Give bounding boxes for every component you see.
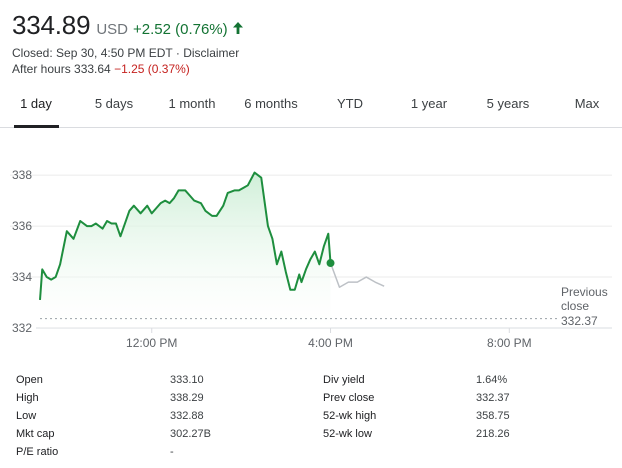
stat-label-div-yield: Div yield bbox=[323, 374, 365, 386]
stat-value-52wk-low: 218.26 bbox=[476, 428, 510, 440]
after-hours-change: −1.25 (0.37%) bbox=[114, 62, 190, 76]
x-tick-label: 4:00 PM bbox=[308, 336, 353, 350]
stat-row: Low 332.88 52-wk high 358.75 bbox=[16, 408, 616, 426]
y-tick-label: 338 bbox=[12, 168, 32, 182]
tab-5-years[interactable]: 5 years bbox=[486, 96, 530, 111]
stat-value-div-yield: 1.64% bbox=[476, 374, 508, 386]
tab-max[interactable]: Max bbox=[574, 96, 600, 111]
tab-5-days[interactable]: 5 days bbox=[94, 96, 134, 111]
tab-1-year[interactable]: 1 year bbox=[410, 96, 448, 111]
y-tick-label: 332 bbox=[12, 321, 32, 335]
previous-close-label: Previous close bbox=[561, 285, 608, 313]
stat-value-open: 333.10 bbox=[170, 374, 204, 386]
tab-6-months[interactable]: 6 months bbox=[244, 96, 298, 111]
price-line-series bbox=[39, 171, 332, 301]
key-stats: Open 333.10 Div yield 1.64% High 338.29 … bbox=[16, 372, 616, 462]
stat-value-pe-ratio: - bbox=[170, 446, 174, 458]
after-hours-price: After hours 333.64 bbox=[12, 62, 111, 76]
tab-ytd[interactable]: YTD bbox=[337, 96, 363, 111]
stat-label-52wk-high: 52-wk high bbox=[323, 410, 377, 422]
stat-label-mkt-cap: Mkt cap bbox=[16, 428, 55, 440]
stat-value-52wk-high: 358.75 bbox=[476, 410, 510, 422]
currency-code: USD bbox=[96, 21, 128, 38]
stat-label-low: Low bbox=[16, 410, 37, 422]
price-line: 334.89 USD +2.52 (0.76%) bbox=[12, 10, 612, 41]
stat-label-pe-ratio: P/E ratio bbox=[16, 446, 59, 458]
stat-value-low: 332.88 bbox=[170, 410, 204, 422]
price-area-fill bbox=[40, 172, 331, 328]
price-chart[interactable]: Previous close 332.37 338 336 334 332 12:00 … bbox=[0, 142, 622, 364]
time-range-tabs: 1 day 5 days 1 month 6 months YTD 1 year… bbox=[0, 86, 622, 128]
active-tab-indicator bbox=[14, 125, 59, 128]
closed-status[interactable]: Closed: Sep 30, 4:50 PM EDT · Disclaimer bbox=[12, 46, 240, 60]
quote-header: 334.89 USD +2.52 (0.76%) Closed: Sep 30,… bbox=[12, 10, 612, 77]
x-tick-label: 12:00 PM bbox=[126, 336, 177, 350]
after-hours-line-series bbox=[329, 262, 385, 288]
tab-1-day[interactable]: 1 day bbox=[20, 96, 52, 111]
stat-value-prev-close: 332.37 bbox=[476, 392, 510, 404]
x-tick-label: 8:00 PM bbox=[487, 336, 532, 350]
arrow-up-icon bbox=[232, 21, 244, 35]
market-close-point bbox=[326, 259, 335, 268]
stat-value-mkt-cap: 302.27B bbox=[170, 428, 211, 440]
stat-row: P/E ratio - bbox=[16, 444, 616, 462]
stat-label-52wk-low: 52-wk low bbox=[323, 428, 372, 440]
y-tick-label: 336 bbox=[12, 219, 32, 233]
stat-label-high: High bbox=[16, 392, 39, 404]
stat-row: Mkt cap 302.27B 52-wk low 218.26 bbox=[16, 426, 616, 444]
tab-1-month[interactable]: 1 month bbox=[168, 96, 216, 111]
stat-row: High 338.29 Prev close 332.37 bbox=[16, 390, 616, 408]
previous-close-value: 332.37 bbox=[561, 314, 598, 328]
current-price: 334.89 bbox=[12, 10, 91, 40]
stat-label-open: Open bbox=[16, 374, 43, 386]
price-change: +2.52 (0.76%) bbox=[133, 21, 228, 38]
stat-label-prev-close: Prev close bbox=[323, 392, 375, 404]
stat-value-high: 338.29 bbox=[170, 392, 204, 404]
stat-row: Open 333.10 Div yield 1.64% bbox=[16, 372, 616, 390]
y-tick-label: 334 bbox=[12, 270, 32, 284]
after-hours-line: After hours 333.64 −1.25 (0.37%) bbox=[12, 61, 612, 77]
